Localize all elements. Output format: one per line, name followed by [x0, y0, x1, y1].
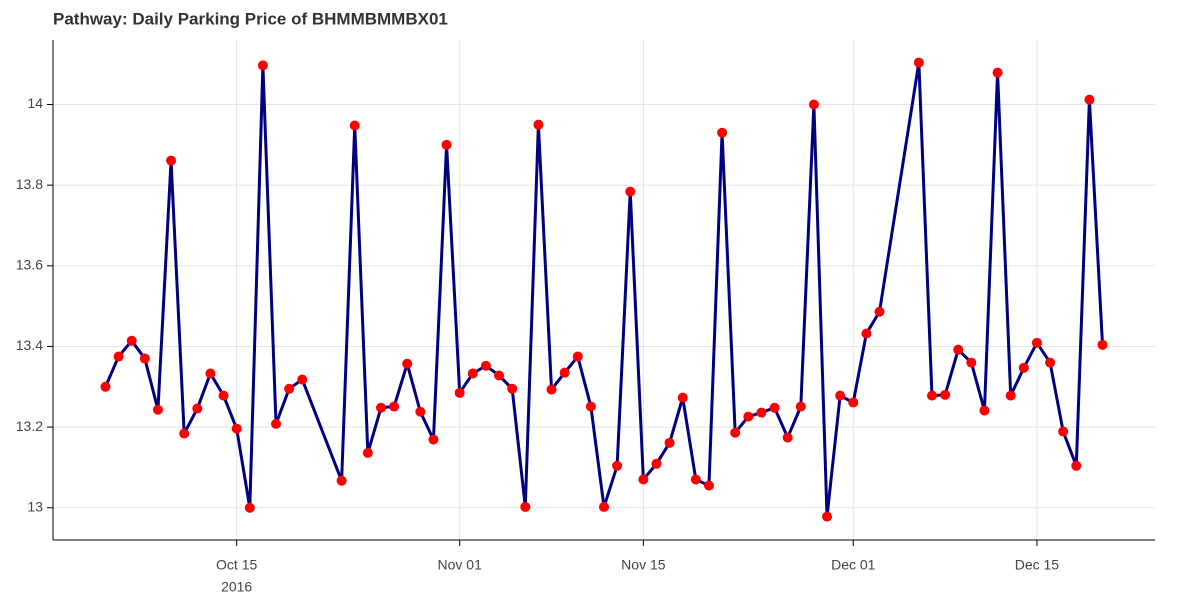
price-marker: [362, 447, 373, 458]
price-marker: [1097, 339, 1108, 350]
price-marker: [861, 328, 872, 339]
price-marker: [441, 139, 452, 150]
price-marker: [336, 475, 347, 486]
price-marker: [1058, 426, 1069, 437]
price-marker: [822, 511, 833, 522]
price-marker: [205, 368, 216, 379]
price-marker: [533, 119, 544, 130]
price-marker: [559, 367, 570, 378]
price-marker: [231, 423, 242, 434]
price-marker: [349, 120, 360, 131]
price-marker: [677, 392, 688, 403]
price-marker: [218, 390, 229, 401]
price-marker: [1005, 390, 1016, 401]
price-marker: [480, 360, 491, 371]
y-tick-label: 13.6: [16, 257, 43, 273]
price-marker: [769, 402, 780, 413]
x-tick-label: Oct 15: [216, 557, 257, 573]
price-marker: [940, 389, 951, 400]
price-marker: [520, 501, 531, 512]
price-marker: [782, 432, 793, 443]
price-marker: [494, 370, 505, 381]
price-marker: [1084, 94, 1095, 105]
price-marker: [1018, 362, 1029, 373]
price-marker: [257, 60, 268, 71]
price-marker: [454, 387, 465, 398]
price-marker: [874, 306, 885, 317]
price-marker: [284, 383, 295, 394]
price-marker: [966, 357, 977, 368]
price-marker: [992, 67, 1003, 78]
price-marker: [664, 437, 675, 448]
price-marker: [244, 502, 255, 513]
price-marker: [717, 127, 728, 138]
y-tick-label: 13.2: [16, 418, 43, 434]
price-marker: [979, 405, 990, 416]
chart-title: Pathway: Daily Parking Price of BHMMBMMB…: [53, 9, 448, 28]
price-marker: [599, 501, 609, 512]
price-marker: [1045, 357, 1056, 368]
price-marker: [507, 383, 518, 394]
price-marker: [1071, 460, 1082, 471]
price-line: [104, 61, 1105, 519]
price-marker: [953, 344, 964, 355]
price-marker: [192, 403, 203, 414]
price-marker: [848, 397, 859, 408]
price-marker: [730, 427, 741, 438]
price-marker: [100, 381, 111, 392]
price-marker: [389, 401, 400, 412]
price-marker: [638, 474, 649, 485]
price-marker: [913, 57, 924, 68]
x-tick-label: Nov 15: [621, 557, 666, 573]
price-marker: [375, 402, 386, 413]
price-marker: [467, 368, 478, 379]
price-marker: [126, 335, 137, 346]
price-marker: [690, 474, 701, 485]
y-tick-label: 13.4: [16, 337, 43, 353]
price-marker: [585, 401, 596, 412]
price-marker: [795, 401, 806, 412]
price-marker: [152, 404, 163, 415]
price-marker: [546, 384, 557, 395]
price-marker: [415, 406, 426, 417]
price-marker: [297, 374, 308, 385]
price-marker: [166, 155, 177, 166]
price-marker: [428, 434, 439, 445]
price-marker: [743, 411, 754, 422]
price-marker: [1031, 337, 1042, 348]
x-tick-label: Nov 01: [438, 557, 483, 573]
y-tick-label: 13: [27, 498, 43, 514]
price-marker: [756, 407, 767, 418]
y-tick-label: 14: [27, 95, 43, 111]
price-marker: [271, 418, 282, 429]
price-marker: [835, 390, 846, 401]
price-marker: [113, 351, 124, 362]
price-marker: [808, 99, 819, 110]
price-marker: [139, 353, 150, 364]
price-marker: [402, 358, 413, 369]
y-tick-label: 13.8: [16, 176, 43, 192]
price-marker: [703, 480, 714, 491]
x-tick-label: Dec 15: [1015, 557, 1060, 573]
x-year-label: 2016: [221, 579, 252, 595]
price-marker: [625, 186, 636, 197]
price-marker: [179, 428, 190, 439]
price-marker: [612, 460, 623, 471]
price-marker: [926, 390, 937, 401]
price-marker: [651, 458, 662, 469]
price-marker: [572, 351, 583, 362]
x-tick-label: Dec 01: [831, 557, 876, 573]
